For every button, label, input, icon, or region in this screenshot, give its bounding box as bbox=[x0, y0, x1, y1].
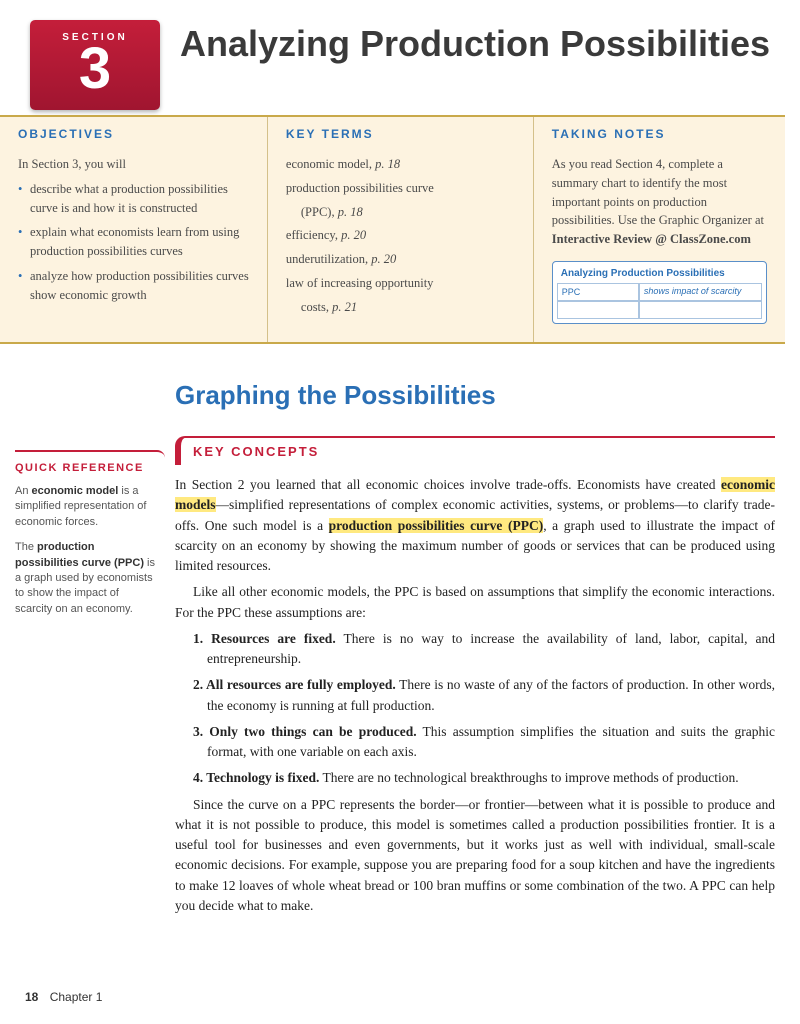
body-text: In Section 2 you learned that all econom… bbox=[175, 475, 775, 916]
objectives-intro: In Section 3, you will bbox=[18, 157, 126, 171]
paragraph-2: Like all other economic models, the PPC … bbox=[175, 582, 775, 623]
taking-notes-body: As you read Section 4, complete a summar… bbox=[552, 157, 764, 227]
quick-ref-heading: QUICK REFERENCE bbox=[15, 462, 157, 474]
section-badge: SECTION 3 bbox=[30, 20, 160, 110]
graphic-organizer: Analyzing Production Possibilities PPC s… bbox=[552, 261, 767, 324]
page-title: Analyzing Production Possibilities bbox=[180, 25, 770, 63]
key-term-item: production possibilities curve bbox=[286, 179, 515, 198]
key-term-item: law of increasing opportunity bbox=[286, 274, 515, 293]
assumption-item: 1. Resources are fixed. There is no way … bbox=[193, 629, 775, 670]
taking-notes-heading: TAKING NOTES bbox=[552, 127, 767, 141]
assumptions-list: 1. Resources are fixed. There is no way … bbox=[193, 629, 775, 789]
organizer-cell-left: PPC bbox=[557, 283, 639, 301]
objectives-heading: OBJECTIVES bbox=[18, 127, 249, 141]
paragraph-3: Since the curve on a PPC represents the … bbox=[175, 795, 775, 917]
key-term-item: underutilization, p. 20 bbox=[286, 250, 515, 269]
key-term-item: (PPC), p. 18 bbox=[286, 203, 515, 222]
quick-reference-box: QUICK REFERENCE An economic model is a s… bbox=[15, 450, 165, 637]
key-terms-text: economic model, p. 18 production possibil… bbox=[286, 155, 515, 316]
organizer-empty-row bbox=[557, 301, 762, 319]
assumption-item: 4. Technology is fixed. There are no tec… bbox=[193, 768, 775, 788]
chapter-label: Chapter 1 bbox=[50, 990, 103, 1004]
taking-notes-link[interactable]: Interactive Review @ ClassZone.com bbox=[552, 232, 751, 246]
page-footer: 18 Chapter 1 bbox=[25, 990, 102, 1004]
assumption-item: 2. All resources are fully employed. The… bbox=[193, 675, 775, 716]
key-term-item: economic model, p. 18 bbox=[286, 155, 515, 174]
organizer-title: Analyzing Production Possibilities bbox=[557, 266, 762, 281]
highlight-term: production possibilities curve (PPC) bbox=[329, 518, 544, 533]
objectives-column: OBJECTIVES In Section 3, you will descri… bbox=[0, 117, 267, 342]
page-number: 18 bbox=[25, 990, 38, 1004]
body-heading: Graphing the Possibilities bbox=[175, 380, 775, 411]
assumption-item: 3. Only two things can be produced. This… bbox=[193, 722, 775, 763]
body-section: Graphing the Possibilities KEY CONCEPTS … bbox=[0, 380, 775, 922]
key-terms-column: KEY TERMS economic model, p. 18 productio… bbox=[267, 117, 534, 342]
quick-ref-p1: An economic model is a simplified repres… bbox=[15, 484, 157, 530]
objective-item: explain what economists learn from using… bbox=[18, 223, 249, 261]
paragraph-1: In Section 2 you learned that all econom… bbox=[175, 475, 775, 576]
key-term-item: costs, p. 21 bbox=[286, 298, 515, 317]
objective-item: analyze how production possibilities cur… bbox=[18, 267, 249, 305]
organizer-cell-right: shows impact of scarcity bbox=[639, 283, 762, 301]
organizer-row: PPC shows impact of scarcity bbox=[557, 283, 762, 301]
key-term-item: efficiency, p. 20 bbox=[286, 226, 515, 245]
key-concepts-label: KEY CONCEPTS bbox=[175, 436, 775, 465]
objectives-text: In Section 3, you will describe what a p… bbox=[18, 155, 249, 304]
objectives-list: describe what a production possibilities… bbox=[18, 180, 249, 305]
objective-item: describe what a production possibilities… bbox=[18, 180, 249, 218]
section-number: 3 bbox=[30, 43, 160, 95]
key-terms-heading: KEY TERMS bbox=[286, 127, 515, 141]
taking-notes-text: As you read Section 4, complete a summar… bbox=[552, 155, 767, 249]
taking-notes-column: TAKING NOTES As you read Section 4, comp… bbox=[534, 117, 785, 342]
quick-ref-p2: The production possibilities curve (PPC)… bbox=[15, 540, 157, 617]
info-panel: OBJECTIVES In Section 3, you will descri… bbox=[0, 115, 785, 344]
